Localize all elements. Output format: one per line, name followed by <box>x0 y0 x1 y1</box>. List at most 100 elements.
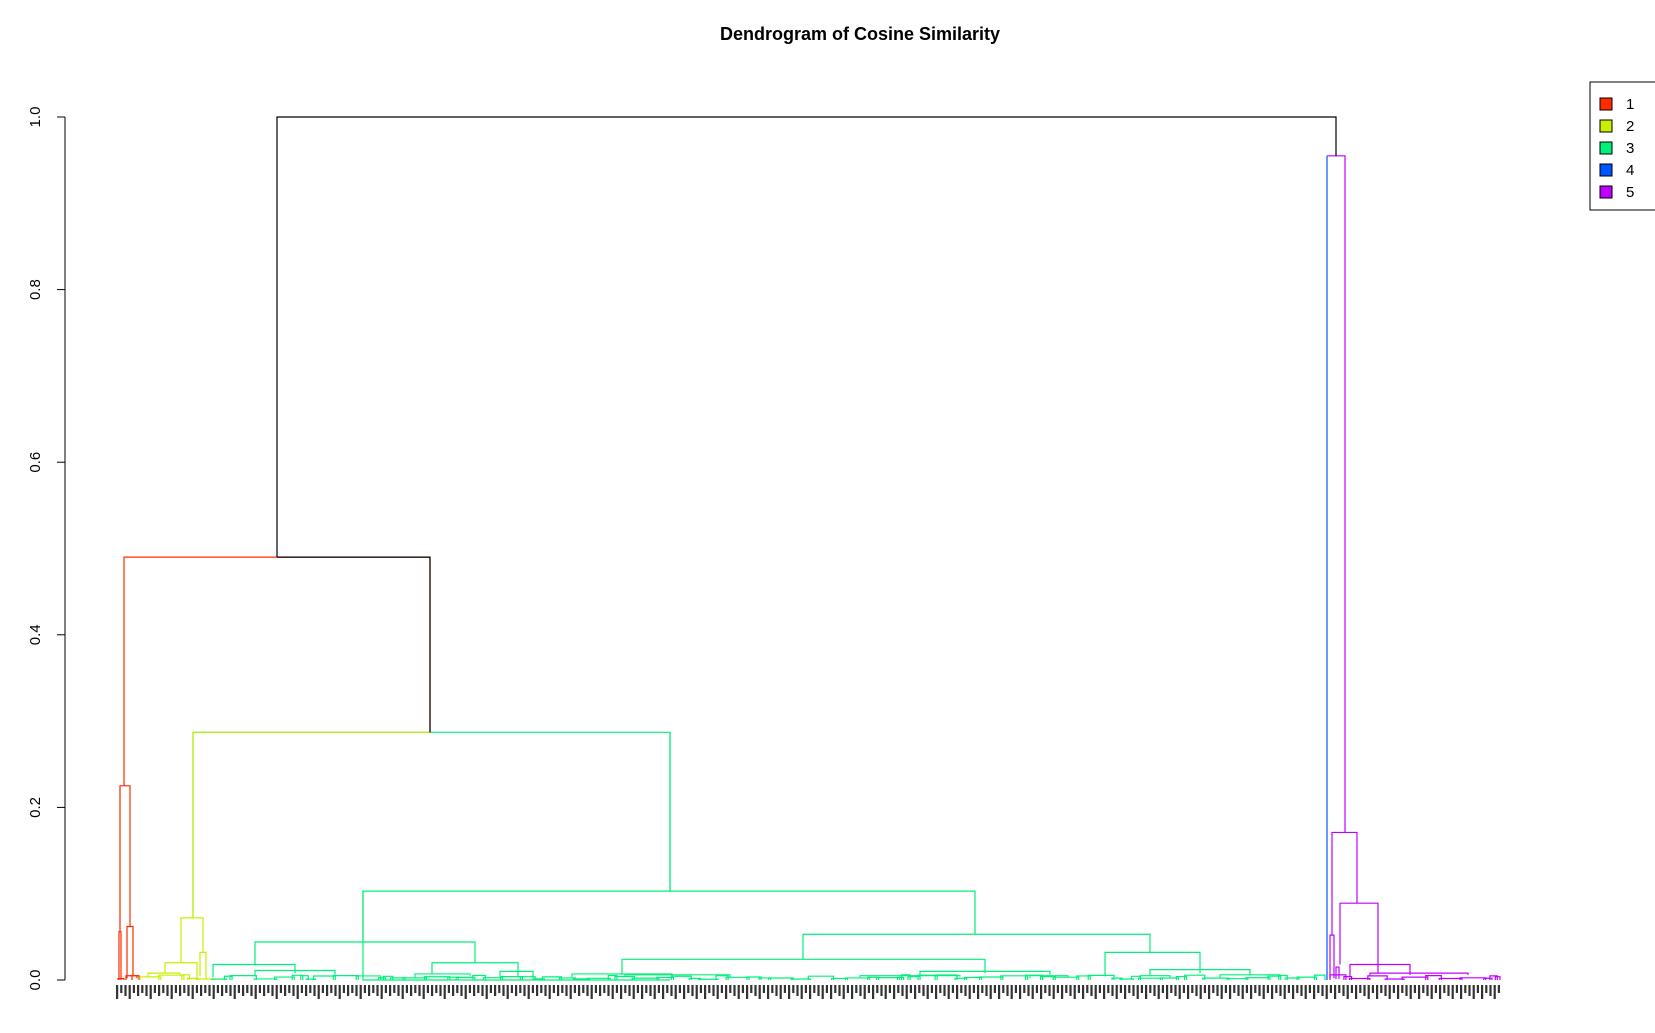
leaf-label-mark <box>464 985 467 999</box>
dendrogram-link <box>758 977 772 980</box>
leaf-label-mark <box>506 985 509 999</box>
leaf-label-mark <box>174 985 177 993</box>
leaf-label-mark <box>334 985 337 996</box>
leaf-label-mark <box>548 985 551 999</box>
leaf-label-mark <box>1342 985 1345 996</box>
leaf-label-mark <box>708 985 711 993</box>
leaf-label-mark <box>1338 985 1341 993</box>
leaf-label-mark <box>540 985 543 993</box>
dendrogram-link <box>875 977 901 980</box>
leaf-label-mark <box>1073 985 1076 999</box>
leaf-label-mark <box>1182 985 1185 993</box>
leaf-label-mark <box>120 985 123 993</box>
leaf-label-mark <box>678 985 681 993</box>
dendrogram-link <box>1494 976 1501 980</box>
leaf-label-mark <box>1346 985 1349 999</box>
leaf-label-mark <box>426 985 429 993</box>
leaf-label-mark <box>691 985 694 996</box>
leaf-label-mark <box>939 985 942 993</box>
leaf-label-mark <box>1376 985 1379 999</box>
leaf-label-mark <box>594 985 597 993</box>
dendrogram-link <box>118 931 122 980</box>
leaf-label-mark <box>1250 985 1253 999</box>
y-tick-label: 0.4 <box>27 624 44 645</box>
leaf-label-mark <box>561 985 564 993</box>
leaf-label-mark <box>1161 985 1164 993</box>
leaf-label-mark <box>1115 985 1118 999</box>
leaf-label-mark <box>842 985 845 999</box>
leaf-label-mark <box>1334 985 1337 999</box>
leaf-label-mark <box>246 985 249 993</box>
leaf-label-mark <box>1287 985 1290 993</box>
leaf-label-mark <box>1245 985 1248 993</box>
dendrogram-link <box>1184 974 1206 980</box>
leaf-label-mark <box>510 985 513 993</box>
dendrogram-link <box>934 974 958 980</box>
leaf-label-mark <box>1128 985 1131 993</box>
leaf-label-mark <box>1464 985 1467 993</box>
leaf-label-mark <box>204 985 207 993</box>
leaf-label-mark <box>313 985 316 996</box>
dendrogram-link <box>964 976 983 980</box>
dendrogram-link <box>1052 976 1080 980</box>
leaf-label-mark <box>914 985 917 999</box>
leaf-label-mark <box>1397 985 1400 999</box>
leaf-label-mark <box>1224 985 1227 993</box>
leaf-label-mark <box>212 985 215 999</box>
legend-label-2: 2 <box>1626 118 1634 135</box>
leaf-label-mark <box>137 985 140 996</box>
dendrogram-link <box>423 976 451 980</box>
dendrogram-link <box>907 976 921 980</box>
dendrogram-link <box>844 977 871 980</box>
leaf-label-mark <box>1220 985 1223 999</box>
dendrogram-link <box>896 976 905 980</box>
leaf-label-mark <box>657 985 660 993</box>
leaf-label-mark <box>977 985 980 999</box>
leaf-label-mark <box>1170 985 1173 993</box>
leaf-label-mark <box>1258 985 1261 996</box>
leaf-label-mark <box>1434 985 1437 993</box>
leaf-label-mark <box>876 985 879 993</box>
leaf-label-mark <box>645 985 648 993</box>
leaf-label-mark <box>1098 985 1101 993</box>
leaf-label-mark <box>817 985 820 996</box>
legend-label-1: 1 <box>1626 96 1634 113</box>
leaf-label-mark <box>956 985 959 999</box>
leaf-label-mark <box>460 985 463 996</box>
dendrogram-link <box>1226 978 1249 980</box>
leaf-label-mark <box>573 985 576 993</box>
dendrogram-link <box>978 976 1004 980</box>
leaf-label-mark <box>1447 985 1450 996</box>
merge-2-3-stem <box>277 556 431 733</box>
leaf-label-mark <box>1145 985 1148 999</box>
leaf-label-mark <box>636 985 639 993</box>
leaf-labels <box>116 985 1500 999</box>
leaf-label-mark <box>888 985 891 993</box>
leaf-label-mark <box>271 985 274 996</box>
leaf-label-mark <box>1069 985 1072 996</box>
leaf-label-mark <box>401 985 404 999</box>
leaf-label-mark <box>452 985 455 996</box>
leaf-label-mark <box>615 985 618 993</box>
leaf-label-mark <box>809 985 812 999</box>
y-tick-label: 1.0 <box>27 107 44 128</box>
dendrogram-link <box>332 975 359 980</box>
leaf-label-mark <box>960 985 963 993</box>
dendrogram-link <box>621 958 986 975</box>
dendrogram-link <box>482 977 504 980</box>
leaf-label-mark <box>695 985 698 999</box>
leaf-label-mark <box>1187 985 1190 999</box>
leaf-label-mark <box>1149 985 1152 993</box>
legend-swatch-2 <box>1599 119 1613 133</box>
dendrogram-link <box>830 977 849 980</box>
dendrogram-link <box>1040 976 1056 980</box>
leaf-label-mark <box>909 985 912 993</box>
leaf-label-mark <box>968 985 971 999</box>
leaf-label-mark <box>1040 985 1043 999</box>
leaf-label-mark <box>590 985 593 999</box>
leaf-label-mark <box>485 985 488 999</box>
leaf-label-mark <box>179 985 182 996</box>
leaf-label-mark <box>1426 985 1429 996</box>
leaf-label-mark <box>183 985 186 993</box>
